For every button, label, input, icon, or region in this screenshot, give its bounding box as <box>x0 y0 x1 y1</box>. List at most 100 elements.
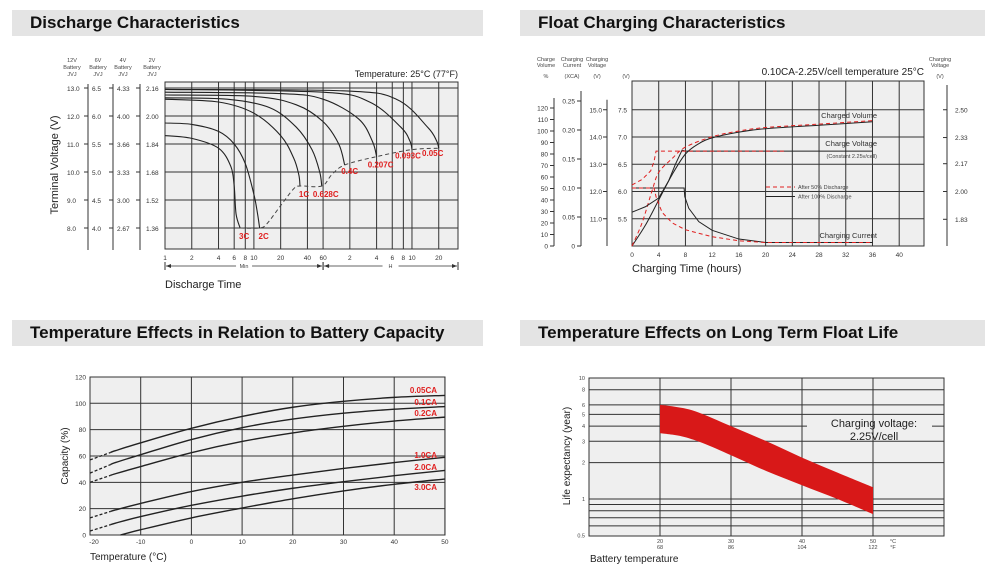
x-tick-label: 10 <box>250 255 258 262</box>
curve-label-charging-current: Charging Current <box>819 231 877 240</box>
curve-label: 1.0CA <box>414 451 437 460</box>
x-tick-label: 4 <box>657 252 661 259</box>
discharge-curve-1C <box>164 98 301 187</box>
label-bg <box>236 262 253 270</box>
y-tick-label: 11.0 <box>67 142 80 149</box>
y-scale-header: JVJ <box>67 72 76 78</box>
x-tick-label: 2 <box>348 255 352 262</box>
y-tick-label: 110 <box>538 117 549 124</box>
y-tick-label: 10 <box>541 232 549 239</box>
x-tick-label: 6 <box>232 255 236 262</box>
y-tick-label: 5.5 <box>92 142 101 149</box>
extrapolated-segment <box>89 464 111 474</box>
y-tick-label: 7.5 <box>618 107 627 114</box>
y-axis-title: Life expectancy (year) <box>562 407 573 505</box>
x-tick-label: 8 <box>684 252 688 259</box>
y-axis-header: Volume <box>537 63 555 69</box>
x-tick-label: 40 <box>896 252 904 259</box>
y-tick-label: 80 <box>541 152 549 159</box>
y-tick-label: 0.10 <box>562 186 575 193</box>
y-tick-label: 7.0 <box>618 135 627 142</box>
curve-label: 0.2CA <box>414 409 437 418</box>
y-tick-label: 2.50 <box>955 107 968 114</box>
y-tick-label: 1.84 <box>146 142 159 149</box>
y-tick-label: 2.17 <box>955 161 968 168</box>
y-tick-label: 4.33 <box>117 86 130 93</box>
y-tick-label: 0 <box>82 533 86 540</box>
y-tick-label: 5.0 <box>92 170 101 177</box>
y-tick-label: 13.0 <box>589 162 602 169</box>
y-tick-label: 6.0 <box>618 189 627 196</box>
label-bg <box>382 262 399 270</box>
curve-label: 0.4C <box>341 167 358 176</box>
x-tick-label-fahrenheit: 68 <box>657 545 663 551</box>
volume-curve <box>631 120 873 247</box>
x-tick-label: 32 <box>842 252 850 259</box>
capacity-curve-0.05CA <box>110 394 445 454</box>
plot-area <box>164 81 459 250</box>
discharge-curve-0.4C <box>164 94 346 166</box>
discharge-curve-0.05C <box>164 88 440 149</box>
y-tick-label: 60 <box>541 175 549 182</box>
x-tick-label: -20 <box>89 539 99 546</box>
y-tick-label: 0.25 <box>562 99 575 106</box>
legend-label: After 100% Discharge <box>798 195 852 201</box>
y-scale-header: Battery <box>114 65 132 71</box>
charging-voltage-annotation: 2.25V/cell <box>850 431 898 443</box>
life-expectancy-band <box>660 404 873 515</box>
y-tick-label: 12.0 <box>589 189 602 196</box>
unit-fahrenheit: °F <box>890 545 896 551</box>
x-axis-title: Discharge Time <box>165 279 241 291</box>
y-axis-title: Terminal Voltage (V) <box>49 115 61 214</box>
x-tick-label-fahrenheit: 122 <box>868 545 877 551</box>
x-tick-label: 10 <box>408 255 416 262</box>
extrapolated-segment <box>89 474 111 483</box>
y-axis-header: (V) <box>622 74 630 80</box>
y-scale-header: 6V <box>95 58 102 64</box>
y-tick-label: 40 <box>541 198 549 205</box>
y-tick-label: 10 <box>579 376 585 382</box>
curve-label: 1C <box>299 190 309 199</box>
y-tick-label: 4.0 <box>92 226 101 233</box>
y-tick-label: 9.0 <box>67 198 76 205</box>
capacity-curve-3.0CA <box>120 478 445 536</box>
y-axis-header: Voltage <box>931 63 949 69</box>
y-tick-label: 0.15 <box>562 157 575 164</box>
x-tick-label: 40 <box>304 255 312 262</box>
x-tick-label: 12 <box>709 252 717 259</box>
x-tick-label: 20 <box>435 255 443 262</box>
capacity-curve-0.2CA <box>110 416 445 477</box>
x-tick-label: 0 <box>630 252 634 259</box>
y-scale-header: 4V <box>120 58 127 64</box>
y-tick-label: 1.68 <box>146 170 159 177</box>
x-tick-label: 50 <box>441 539 449 546</box>
y-scale-header: Battery <box>63 65 81 71</box>
x-tick-label: 60 <box>319 255 327 262</box>
capacity-curve-0.1CA <box>109 405 445 466</box>
y-tick-label: 3.00 <box>117 198 130 205</box>
y-tick-label: 2.16 <box>146 86 159 93</box>
y-tick-label: 50 <box>541 186 549 193</box>
x-tick-label-celsius: 50 <box>870 539 876 545</box>
y-axis-header: (V) <box>936 74 944 80</box>
curve-label: 0.093C <box>395 152 421 161</box>
curve-label-charge-voltage: Charge Voltage <box>825 139 877 148</box>
extrapolated-segment <box>89 451 111 461</box>
y-tick-label: 2 <box>582 461 585 467</box>
y-tick-label: 8 <box>582 388 585 394</box>
current-curve <box>632 187 873 244</box>
panel-header-float-life: Temperature Effects on Long Term Float L… <box>520 320 985 346</box>
y-tick-label: 14.0 <box>589 135 602 142</box>
y-scale-header: JVJ <box>118 72 127 78</box>
discharge-curve-0.093C <box>164 88 413 150</box>
x-tick-label: 24 <box>789 252 797 259</box>
x-tick-label: 20 <box>277 255 285 262</box>
y-tick-label: 2.00 <box>146 114 159 121</box>
y-axis-header: Charging <box>561 57 583 63</box>
y-tick-label: 1 <box>582 497 585 503</box>
y-tick-label: 13.0 <box>67 86 80 93</box>
x-tick-label: 10 <box>238 539 246 546</box>
panel-header-float-charging: Float Charging Characteristics <box>520 10 985 36</box>
y-tick-label: 15.0 <box>589 107 602 114</box>
y-tick-label: 1.36 <box>146 226 159 233</box>
